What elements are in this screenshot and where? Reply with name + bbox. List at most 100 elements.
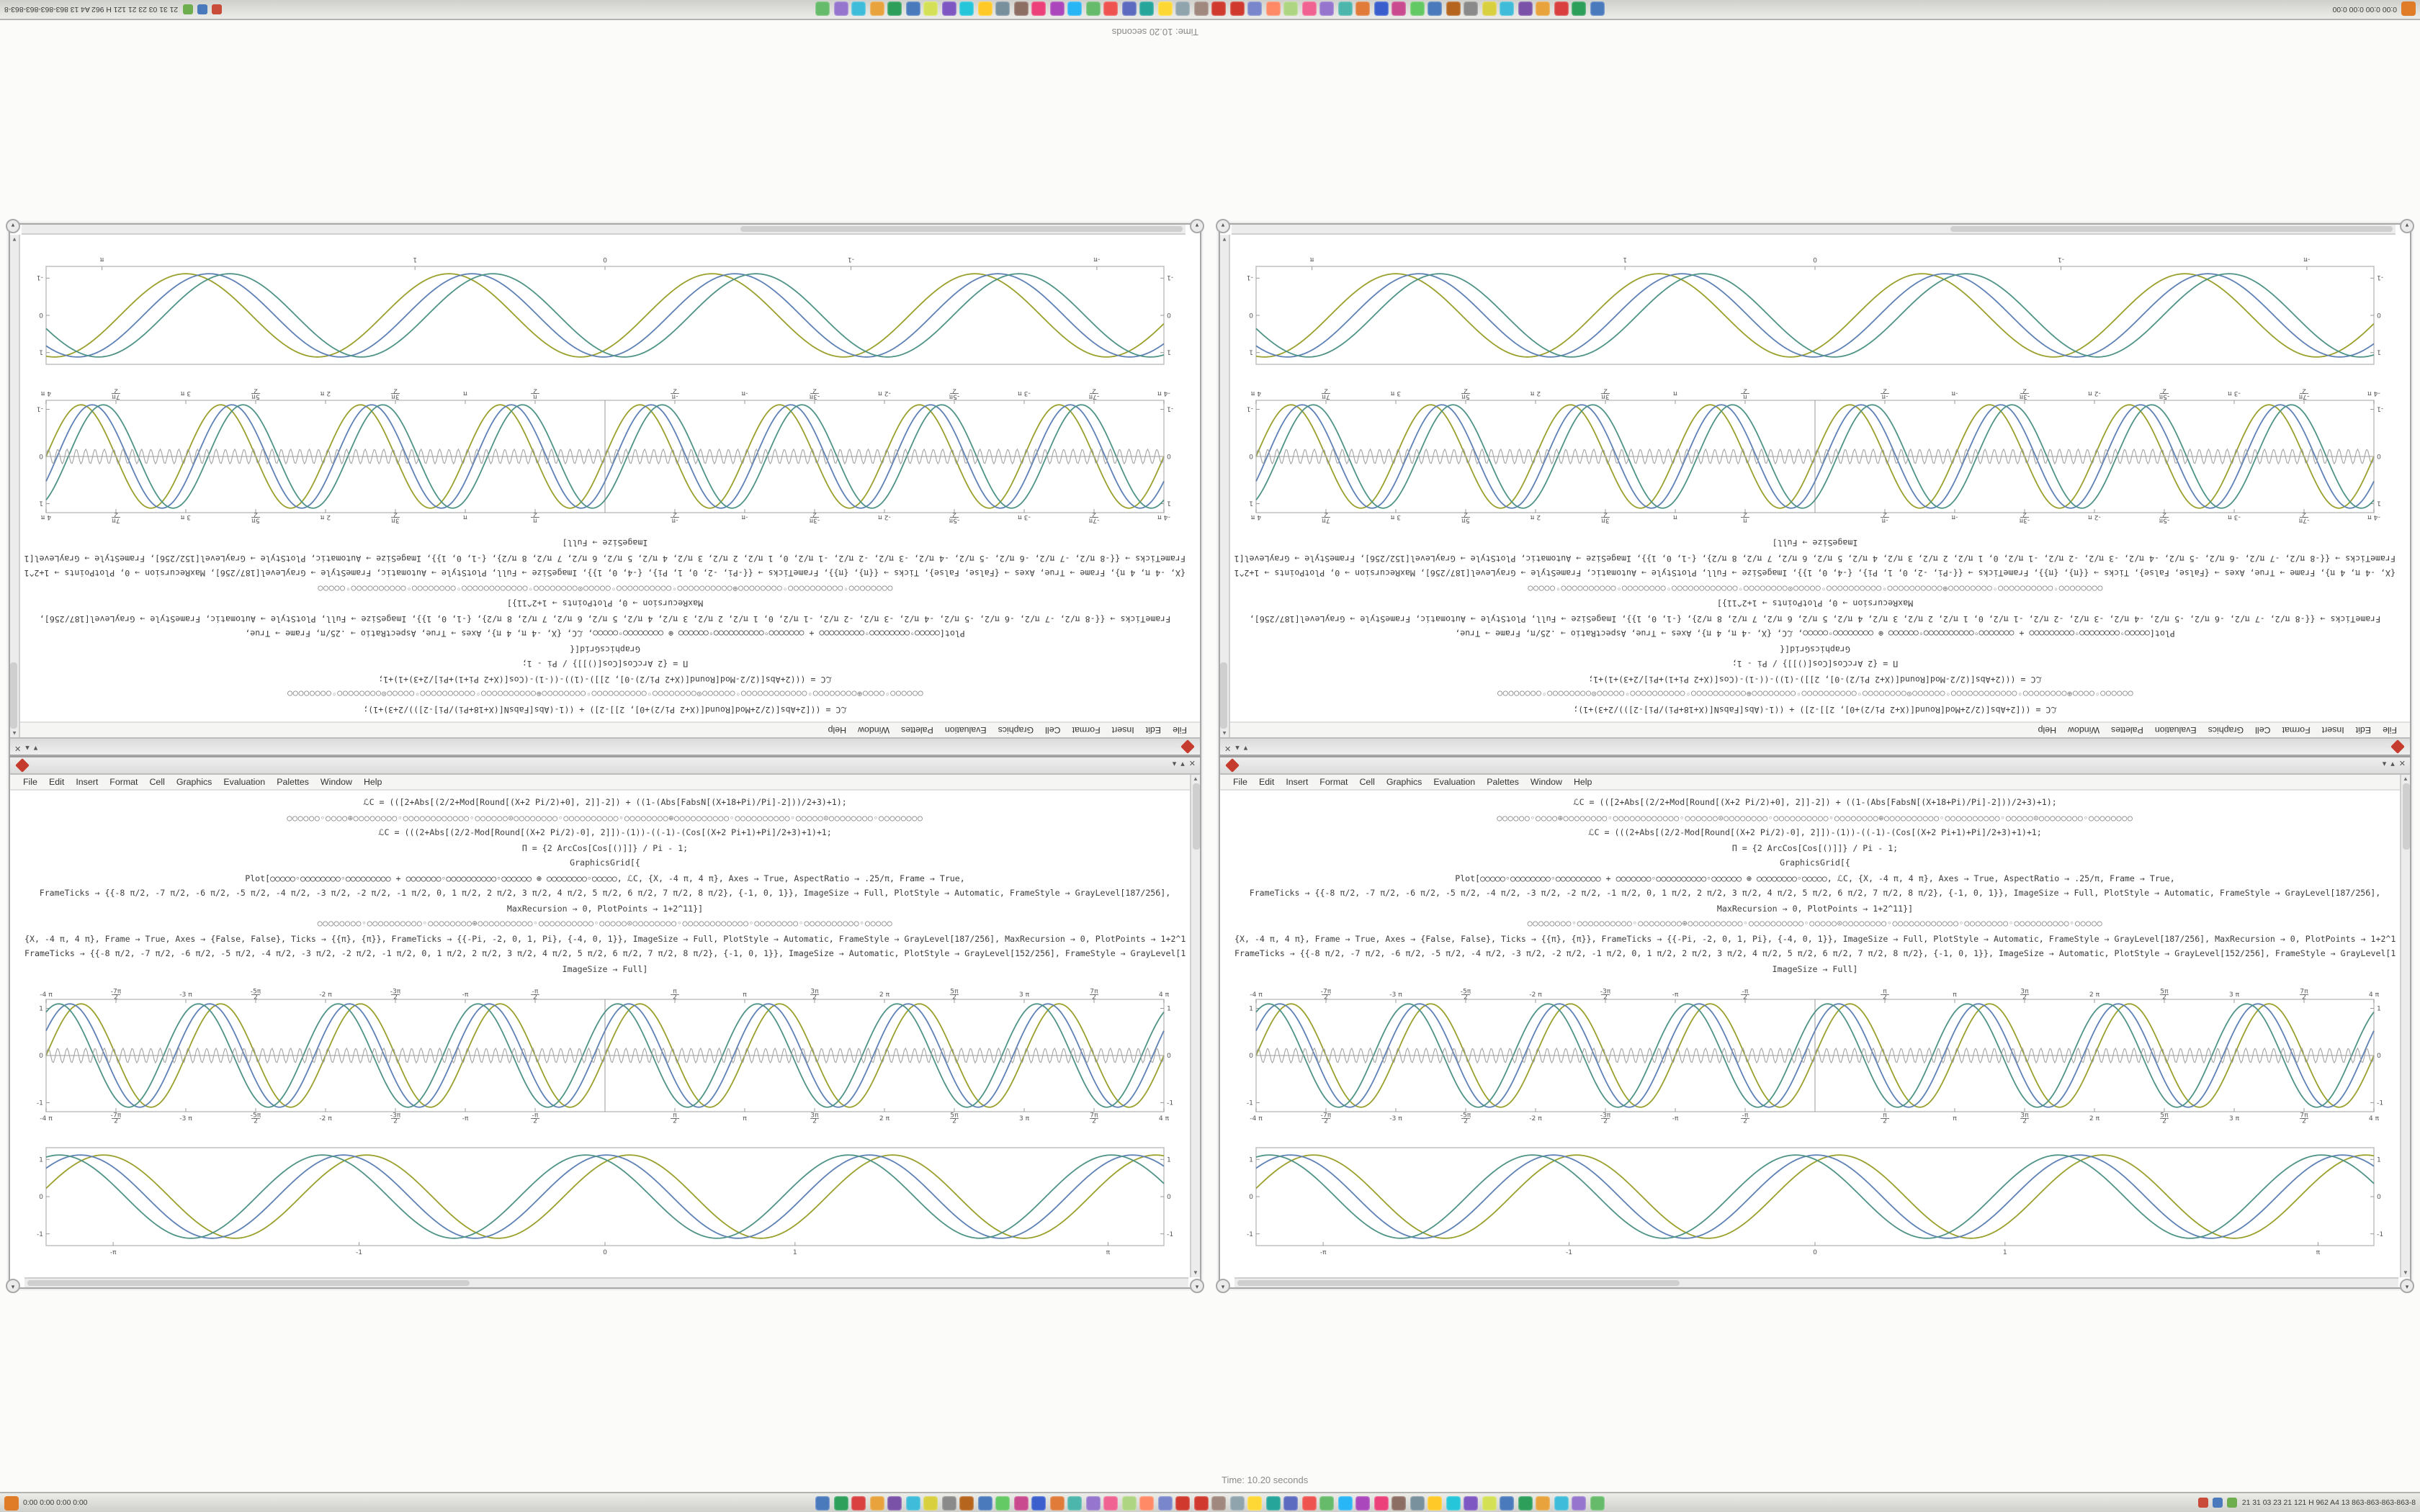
notebook-content[interactable]: ℒC = (([2+Abs[(2/2+Mod[Round[(X+2 Pi/2)+… [1220, 791, 2410, 1269]
maximize-icon[interactable]: ▴ [1180, 760, 1185, 769]
tray-icon[interactable] [2213, 1498, 2223, 1508]
plot-pi-ticks-waves[interactable]: -4 π -4 π -7π 2 -7π 2 -3 π -3 π -5π 2 -5π 2 -2 π -2 π… [1239, 988, 2391, 1123]
taskbar[interactable]: 0:00 0:00 0:00 0:00 21 31 03 23 21 121 H… [0, 1492, 2420, 1512]
minimize-icon[interactable]: ▾ [2382, 760, 2387, 769]
scroll-up-icon[interactable]: ▲ [2403, 775, 2408, 782]
menu-format[interactable]: Format [109, 777, 138, 787]
app-icon[interactable] [1031, 1495, 1047, 1510]
app-icon[interactable] [1518, 1495, 1533, 1510]
menu-insert[interactable]: Insert [76, 777, 99, 787]
app-icon[interactable] [1229, 1495, 1245, 1510]
app-icon[interactable] [1283, 1495, 1299, 1510]
app-icon[interactable] [1211, 1495, 1227, 1510]
app-icon[interactable] [851, 1495, 866, 1510]
minimize-icon[interactable]: ▾ [1172, 760, 1177, 769]
close-icon[interactable]: ✕ [1188, 760, 1196, 769]
window-titlebar[interactable]: ▾ ▴ ✕ [10, 757, 1200, 775]
close-icon[interactable]: ✕ [2398, 760, 2406, 769]
app-icon[interactable] [1410, 1495, 1425, 1510]
app-icon[interactable] [1193, 1495, 1209, 1510]
scroll-up-icon[interactable]: ▲ [1193, 775, 1198, 782]
app-icon[interactable] [1301, 1495, 1317, 1510]
app-icon[interactable] [1067, 1495, 1083, 1510]
plot-framed-waves[interactable]: -π -1 0 1 π 1 1 0 0 -1 -1 [1239, 1136, 2391, 1257]
scroll-down-icon[interactable]: ▼ [2403, 1269, 2408, 1276]
code-cell[interactable]: ℒC = (([2+Abs[(2/2+Mod[Round[(X+2 Pi/2)+… [1234, 796, 2396, 978]
app-icon[interactable] [1319, 1495, 1335, 1510]
app-icon[interactable] [815, 1495, 830, 1510]
window-corner-button-left[interactable]: ▾ [6, 1279, 20, 1293]
menu-help[interactable]: Help [363, 777, 382, 787]
vertical-scroll-thumb[interactable] [1192, 783, 1199, 850]
app-icon[interactable] [1464, 1495, 1479, 1510]
menu-file[interactable]: File [23, 777, 37, 787]
app-icon[interactable] [1175, 1495, 1191, 1510]
app-icon[interactable] [905, 1495, 920, 1510]
window-corner-button-right[interactable]: ▾ [1190, 1279, 1204, 1293]
tray-icon[interactable] [2227, 1498, 2238, 1508]
maximize-icon[interactable]: ▴ [2390, 760, 2395, 769]
mathematica-notebook-window[interactable]: ▾ ▴ ✕ File Edit Insert Format Cell Graphics Eval… [6, 756, 1204, 1293]
menu-window[interactable]: Window [1530, 777, 1562, 787]
app-icon[interactable] [1392, 1495, 1407, 1510]
menu-help[interactable]: Help [1573, 777, 1592, 787]
app-icon[interactable] [995, 1495, 1010, 1510]
horizontal-scrollbar[interactable] [24, 1277, 1188, 1287]
horizontal-scrollbar[interactable] [1234, 1277, 2398, 1287]
menu-evaluation[interactable]: Evaluation [1433, 777, 1476, 787]
app-icon[interactable] [1590, 1495, 1605, 1510]
app-icon[interactable] [1536, 1495, 1551, 1510]
launcher-icon[interactable] [4, 1495, 19, 1510]
app-icon[interactable] [887, 1495, 902, 1510]
app-icon[interactable] [1103, 1495, 1119, 1510]
app-icon[interactable] [1428, 1495, 1443, 1510]
app-icon[interactable] [1265, 1495, 1281, 1510]
app-icon[interactable] [1157, 1495, 1173, 1510]
menu-palettes[interactable]: Palettes [1487, 777, 1519, 787]
app-icon[interactable] [941, 1495, 956, 1510]
taskbar-left-widget[interactable]: 0:00 0:00 0:00 0:00 [4, 1493, 87, 1512]
menu-cell[interactable]: Cell [1359, 777, 1375, 787]
menu-graphics[interactable]: Graphics [176, 777, 212, 787]
app-icon[interactable] [869, 1495, 884, 1510]
menu-edit[interactable]: Edit [1258, 777, 1275, 787]
scroll-down-icon[interactable]: ▼ [1193, 1269, 1198, 1276]
plot-pi-ticks-waves[interactable]: -4 π -4 π -7π 2 -7π 2 -3 π -3 π -5π 2 -5π 2 -2 π -2 π… [29, 988, 1181, 1123]
vertical-scrollbar[interactable]: ▲ ▼ [2400, 775, 2410, 1277]
tray-icon[interactable] [2198, 1498, 2209, 1508]
system-tray[interactable]: 21 31 03 23 21 121 H 962 A4 13 863-863-8… [2198, 1493, 2416, 1512]
window-corner-button-right[interactable]: ▾ [2400, 1279, 2414, 1293]
menu-format[interactable]: Format [1319, 777, 1348, 787]
app-icon[interactable] [923, 1495, 938, 1510]
app-icon[interactable] [1572, 1495, 1587, 1510]
menu-window[interactable]: Window [320, 777, 352, 787]
app-icon[interactable] [1500, 1495, 1515, 1510]
app-icon[interactable] [977, 1495, 992, 1510]
app-icon[interactable] [1121, 1495, 1137, 1510]
app-icon[interactable] [1247, 1495, 1263, 1510]
menu-insert[interactable]: Insert [1286, 777, 1309, 787]
menu-evaluation[interactable]: Evaluation [223, 777, 266, 787]
app-icon[interactable] [1337, 1495, 1353, 1510]
app-icon[interactable] [1373, 1495, 1389, 1510]
window-titlebar[interactable]: ▾ ▴ ✕ [1220, 757, 2410, 775]
mathematica-notebook-window[interactable]: ▾ ▴ ✕ File Edit Insert Format Cell Graphics Eval… [1216, 756, 2414, 1293]
menu-file[interactable]: File [1233, 777, 1247, 787]
menu-palettes[interactable]: Palettes [277, 777, 309, 787]
app-icon[interactable] [1013, 1495, 1028, 1510]
vertical-scroll-thumb[interactable] [2402, 783, 2409, 850]
app-icon[interactable] [1139, 1495, 1155, 1510]
app-icon[interactable] [1049, 1495, 1065, 1510]
vertical-scrollbar[interactable]: ▲ ▼ [1190, 775, 1200, 1277]
plot-framed-waves[interactable]: -π -1 0 1 π 1 1 0 0 -1 -1 [29, 1136, 1181, 1257]
app-icon[interactable] [1446, 1495, 1461, 1510]
app-icon[interactable] [833, 1495, 848, 1510]
app-icon[interactable] [1482, 1495, 1497, 1510]
horizontal-scroll-thumb[interactable] [1237, 1280, 1680, 1286]
menu-cell[interactable]: Cell [149, 777, 165, 787]
app-icon[interactable] [1085, 1495, 1101, 1510]
app-icon[interactable] [959, 1495, 974, 1510]
horizontal-scroll-thumb[interactable] [27, 1280, 470, 1286]
app-icon[interactable] [1554, 1495, 1569, 1510]
app-icon[interactable] [1355, 1495, 1371, 1510]
